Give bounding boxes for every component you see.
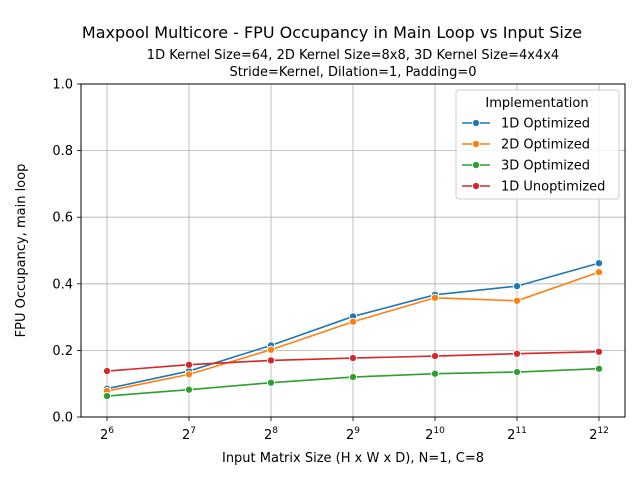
legend-item: 2D Optimized: [462, 138, 590, 153]
x-tick-base: 2: [425, 428, 433, 443]
data-point: [594, 259, 604, 268]
y-tick-label: 0.8: [52, 144, 73, 159]
data-point: [594, 364, 604, 373]
legend-item: 3D Optimized: [462, 159, 590, 174]
chart-subtitle-line-1: 1D Kernel Size=64, 2D Kernel Size=8x8, 3…: [147, 48, 559, 63]
x-tick-label: 212: [589, 426, 609, 443]
data-point: [512, 349, 522, 358]
data-point: [430, 352, 440, 361]
data-point: [512, 282, 522, 291]
y-tick-label: 0.4: [52, 277, 73, 292]
data-point: [594, 347, 604, 356]
x-tick-base: 2: [182, 428, 190, 443]
x-tick-exponent: 11: [515, 426, 526, 436]
data-point: [184, 360, 194, 369]
x-tick-label: 26: [100, 426, 114, 443]
x-tick-base: 2: [589, 428, 597, 443]
legend-item: 1D Unoptimized: [462, 180, 605, 195]
legend-items: 1D Optimized 2D Optimized 3D Optimized 1D U…: [462, 117, 605, 195]
x-tick-label: 27: [182, 426, 196, 443]
legend-swatch-marker: [471, 181, 481, 191]
legend-item: 1D Optimized: [462, 117, 590, 132]
y-tick-label: 0.0: [52, 411, 73, 426]
series-1d-unoptimized: [102, 347, 604, 376]
x-tick-exponent: 8: [272, 426, 278, 436]
y-tick-label: 0.6: [52, 211, 73, 226]
legend: Implementation 1D Optimized 2D Optimized 3…: [455, 89, 620, 200]
data-point: [184, 385, 194, 394]
x-tick-exponent: 10: [433, 426, 445, 436]
data-point: [512, 296, 522, 305]
legend-label: 2D Optimized: [501, 138, 590, 153]
x-tick-base: 2: [507, 428, 515, 443]
legend-swatch-marker: [471, 160, 481, 170]
x-tick-label: 28: [264, 426, 278, 443]
y-axis-label: FPU Occupancy, main loop: [14, 164, 29, 338]
data-point: [102, 391, 112, 401]
data-point: [348, 317, 358, 326]
y-axis-ticks: 0.0 0.2 0.4 0.6 0.8 1.0: [52, 78, 81, 426]
data-point: [594, 268, 604, 277]
data-point: [266, 356, 276, 365]
legend-swatch-marker: [471, 118, 481, 128]
legend-swatch-marker: [471, 139, 481, 149]
series-3d-optimized: [102, 364, 604, 401]
x-axis-ticks: 26 27 28 29 210 211 212: [100, 417, 609, 443]
data-point: [184, 370, 194, 379]
chart-title: Maxpool Multicore - FPU Occupancy in Mai…: [82, 23, 582, 42]
x-tick-base: 2: [100, 428, 108, 443]
data-point: [266, 345, 276, 354]
legend-box: [455, 89, 620, 200]
data-point: [348, 372, 358, 382]
legend-label: 1D Optimized: [501, 117, 590, 132]
legend-label: 3D Optimized: [501, 159, 590, 174]
data-point: [430, 293, 440, 302]
x-tick-exponent: 7: [190, 426, 196, 436]
series-layer: [102, 259, 604, 401]
data-point: [512, 367, 522, 377]
x-tick-base: 2: [264, 428, 272, 443]
x-axis-label: Input Matrix Size (H x W x D), N=1, C=8: [222, 451, 484, 466]
legend-label: 1D Unoptimized: [501, 180, 605, 195]
data-point: [430, 369, 440, 378]
x-tick-label: 211: [507, 426, 527, 443]
chart-subtitle-line-2: Stride=Kernel, Dilation=1, Padding=0: [229, 65, 476, 80]
x-tick-exponent: 6: [108, 426, 114, 436]
y-tick-label: 0.2: [52, 344, 73, 359]
x-tick-base: 2: [346, 428, 354, 443]
data-point: [102, 366, 112, 376]
x-tick-exponent: 9: [354, 426, 360, 436]
y-tick-label: 1.0: [52, 78, 73, 93]
x-tick-label: 210: [425, 426, 445, 443]
data-point: [266, 378, 276, 387]
x-tick-label: 29: [346, 426, 360, 443]
x-tick-exponent: 12: [597, 426, 608, 436]
legend-title: Implementation: [485, 96, 588, 111]
data-point: [348, 354, 358, 363]
